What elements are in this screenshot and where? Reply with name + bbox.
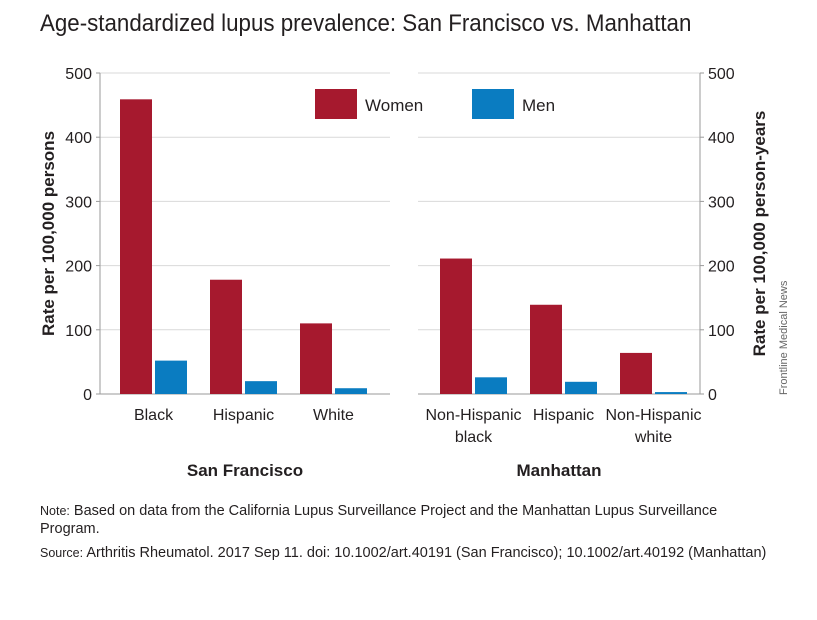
bar-men [655,392,687,394]
bar-men [245,381,277,394]
bar-men [155,360,187,394]
category-label: Non-Hispanic [605,407,701,424]
y-tick-label: 300 [65,194,92,211]
source: Source: Arthritis Rheumatol. 2017 Sep 11… [40,544,780,562]
bar-men [565,381,597,394]
panel-label: San Francisco [187,461,303,480]
note-text: Based on data from the California Lupus … [40,503,718,537]
source-label: Source: [40,546,84,560]
legend-swatch-men [472,89,514,119]
y-tick-label: 200 [65,259,92,276]
bar-women [120,99,152,395]
y-tick-label: 500 [65,66,92,83]
y-tick-label: 0 [83,387,92,404]
y-tick-label: 400 [708,130,735,147]
y-axis-label: Rate per 100,000 person-years [750,111,769,357]
panel-label: Manhattan [517,461,602,480]
y-tick-label: 200 [708,259,735,276]
y-tick-label: 100 [65,323,92,340]
y-tick-label: 500 [708,66,735,83]
chart-svg: 0 100 200 300 400 500 Rate per 100,000 persons… [39,66,769,480]
category-label: white [634,429,672,446]
notes: Note: Based on data from the California … [40,502,780,568]
bar-women [620,352,652,394]
bar-women [300,323,332,394]
bar-women [210,279,242,394]
bar-women [530,304,562,394]
y-tick-label: 100 [708,323,735,340]
source-text: Arthritis Rheumatol. 2017 Sep 11. doi: 1… [86,545,767,561]
legend-swatch-women [315,89,357,119]
legend-label-men: Men [522,96,555,115]
bar-women [440,258,472,394]
category-label: White [313,407,354,424]
category-label: Hispanic [213,407,274,424]
category-label: Black [134,407,174,424]
y-tick-label: 0 [708,387,717,404]
bar-men [335,388,367,394]
note-label: Note: [40,504,70,518]
y-axis-label: Rate per 100,000 persons [39,131,58,336]
y-tick-label: 400 [65,130,92,147]
y-tick-label: 300 [708,194,735,211]
legend-label-women: Women [365,96,423,115]
category-label: Hispanic [533,407,594,424]
category-label: black [455,429,493,446]
bar-men [475,377,507,394]
note: Note: Based on data from the California … [40,502,780,538]
chart-title: Age-standardized lupus prevalence: San F… [40,10,692,37]
category-label: Non-Hispanic [425,407,521,424]
credit-text: Frontline Medical News [778,280,790,395]
